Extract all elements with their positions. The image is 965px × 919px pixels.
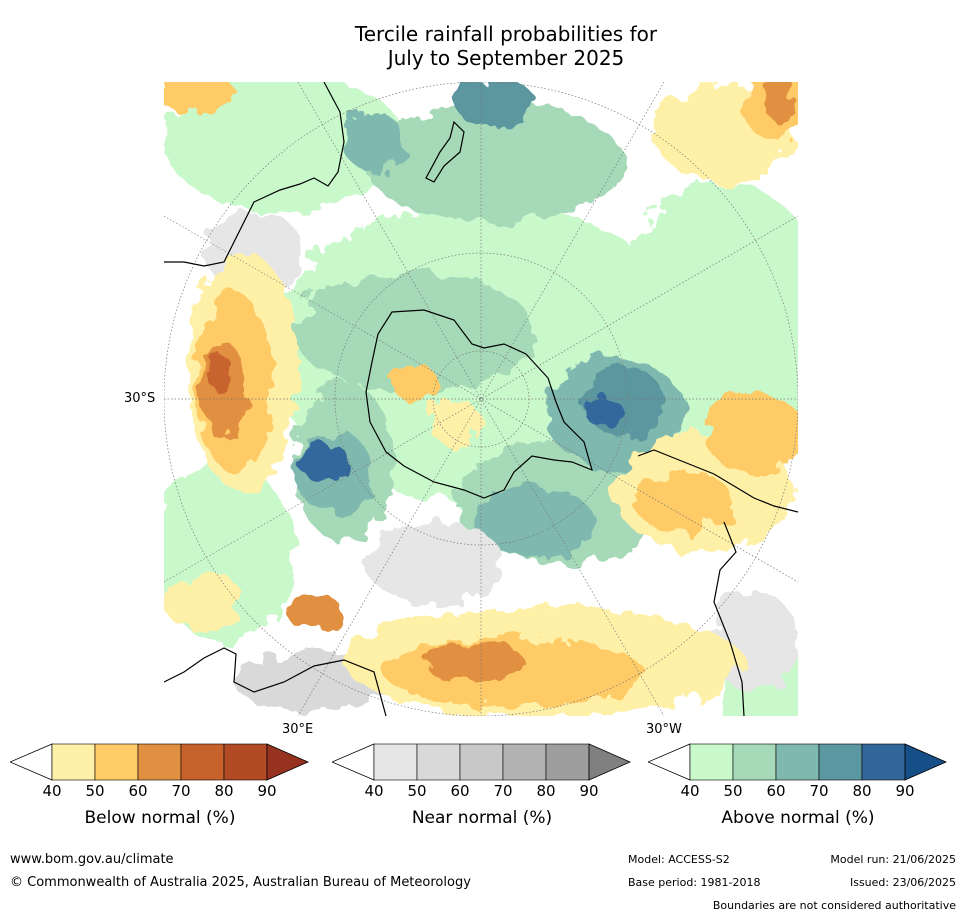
above-tick-60: 60 (766, 782, 786, 800)
polar-map (164, 82, 798, 716)
coastlines (164, 82, 798, 716)
above-tick-40: 40 (680, 782, 700, 800)
above-tick-70: 70 (809, 782, 829, 800)
footer-model-run: Model run: 21/06/2025 (830, 853, 956, 866)
below-tick-50: 50 (85, 782, 105, 800)
footer-disclaimer: Boundaries are not considered authoritat… (712, 899, 956, 912)
above-tick-90: 90 (895, 782, 915, 800)
near-title: Near normal (%) (411, 808, 553, 828)
graticule (164, 82, 798, 716)
below-title: Below normal (%) (84, 808, 236, 828)
below-tick-40: 40 (42, 782, 62, 800)
lon-label-30w: 30°W (646, 722, 682, 737)
above-tick-80: 80 (852, 782, 872, 800)
colorbar-below (10, 743, 309, 781)
lon-label-30e: 30°E (282, 722, 314, 737)
title-line-2: July to September 2025 (387, 46, 625, 70)
lat-label-30s: 30°S (124, 391, 156, 406)
footer-issued: Issued: 23/06/2025 (849, 876, 956, 889)
below-tick-70: 70 (171, 782, 191, 800)
below-tick-90: 90 (257, 782, 277, 800)
near-tick-80: 80 (536, 782, 556, 800)
below-tick-60: 60 (128, 782, 148, 800)
above-title: Above normal (%) (721, 808, 875, 828)
map-title: Tercile rainfall probabilities for July … (0, 22, 965, 70)
below-tick-80: 80 (214, 782, 234, 800)
colorbar-above (648, 743, 947, 781)
footer-url[interactable]: www.bom.gov.au/climate (10, 852, 174, 867)
near-tick-90: 90 (579, 782, 599, 800)
near-tick-50: 50 (407, 782, 427, 800)
colorbar-near (332, 743, 631, 781)
map-canvas (164, 82, 798, 716)
probability-fields (164, 82, 798, 716)
near-tick-40: 40 (364, 782, 384, 800)
footer-copyright: © Commonwealth of Australia 2025, Austra… (10, 875, 471, 890)
near-tick-60: 60 (450, 782, 470, 800)
footer-base-period: Base period: 1981-2018 (628, 876, 761, 889)
near-tick-70: 70 (493, 782, 513, 800)
above-tick-50: 50 (723, 782, 743, 800)
footer-model: Model: ACCESS-S2 (628, 853, 730, 866)
title-line-1: Tercile rainfall probabilities for (354, 22, 658, 46)
